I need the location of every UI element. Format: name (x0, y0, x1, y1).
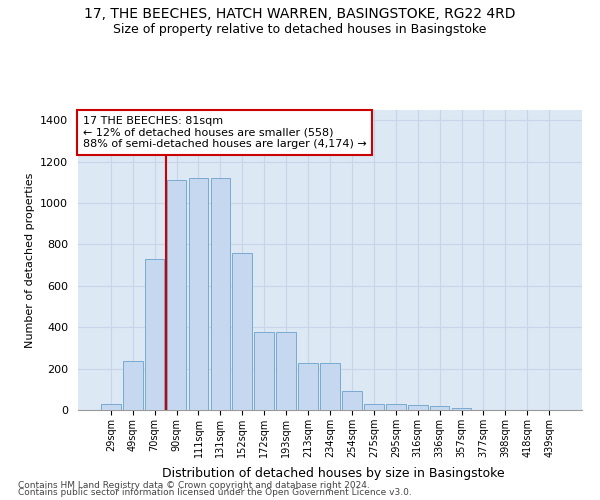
Bar (167, 180, 187, 410)
Y-axis label: Number of detached properties: Number of detached properties (25, 172, 35, 348)
Bar (123, 362, 143, 410)
Bar (188, 178, 208, 410)
Text: 17 THE BEECHES: 81sqm
← 12% of detached houses are smaller (558)
88% of semi-det: 17 THE BEECHES: 81sqm ← 12% of detached … (83, 116, 367, 149)
Text: 17, THE BEECHES, HATCH WARREN, BASINGSTOKE, RG22 4RD: 17, THE BEECHES, HATCH WARREN, BASINGSTO… (84, 8, 516, 22)
Bar (254, 332, 274, 410)
Bar (342, 392, 362, 410)
Bar (452, 408, 472, 410)
Text: Distribution of detached houses by size in Basingstoke: Distribution of detached houses by size … (161, 467, 505, 480)
Bar (211, 178, 230, 410)
Bar (276, 332, 296, 410)
Text: Contains public sector information licensed under the Open Government Licence v3: Contains public sector information licen… (18, 488, 412, 497)
Bar (101, 404, 121, 410)
Text: Size of property relative to detached houses in Basingstoke: Size of property relative to detached ho… (113, 22, 487, 36)
Bar (408, 405, 428, 410)
Text: Contains HM Land Registry data © Crown copyright and database right 2024.: Contains HM Land Registry data © Crown c… (18, 480, 370, 490)
Bar (232, 253, 252, 410)
Bar (364, 404, 384, 410)
Bar (298, 364, 318, 410)
Bar (320, 364, 340, 410)
Bar (145, 259, 164, 410)
Bar (386, 404, 406, 410)
Bar (430, 406, 449, 410)
